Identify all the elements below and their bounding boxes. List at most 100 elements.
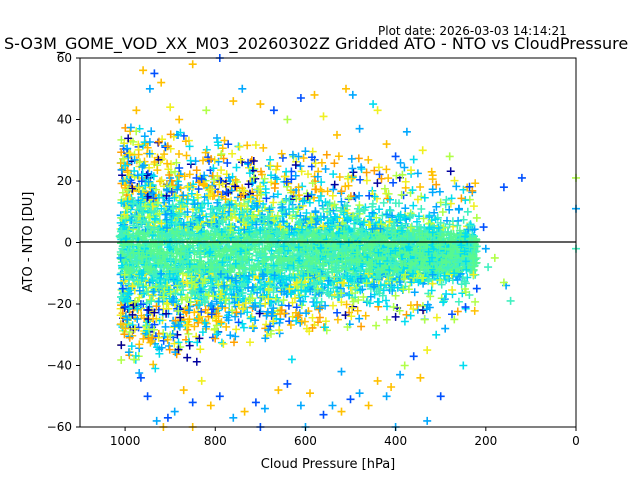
cloud-point	[288, 236, 297, 244]
cloud-point	[432, 180, 441, 189]
cloud-point	[192, 357, 201, 366]
cloud-point	[157, 176, 166, 185]
cloud-point	[271, 179, 280, 188]
cloud-point	[296, 162, 305, 171]
cloud-point	[266, 161, 275, 170]
cloud-point	[307, 190, 316, 199]
cloud-point	[192, 166, 201, 175]
chart-title: S-O3M_GOME_VOD_XX_M03_20260302Z Gridded …	[4, 34, 628, 54]
cloud-point	[267, 178, 276, 187]
cloud-point	[248, 322, 257, 331]
cloud-point	[216, 319, 225, 328]
cloud-point	[286, 321, 295, 329]
cloud-point	[459, 215, 468, 224]
cloud-point	[243, 141, 252, 150]
cloud-point	[135, 340, 144, 349]
cloud-point	[396, 158, 405, 167]
cloud-point	[413, 300, 422, 309]
cloud-point	[353, 306, 362, 315]
cloud-point	[377, 174, 386, 183]
cloud-point	[362, 168, 371, 177]
cloud-point	[470, 306, 479, 315]
cloud-point	[219, 339, 228, 348]
cloud-point	[272, 175, 281, 184]
cloud-point	[438, 208, 447, 216]
cloud-point	[267, 246, 276, 255]
cloud-point	[226, 331, 235, 340]
cloud-point	[308, 313, 317, 322]
cloud-point	[384, 174, 393, 183]
cloud-point	[223, 159, 232, 167]
cloud-point	[301, 288, 309, 296]
cloud-point	[431, 215, 440, 224]
cloud-point	[321, 165, 330, 173]
cloud-point	[272, 284, 281, 292]
cloud-point	[186, 156, 195, 165]
cloud-point	[117, 356, 126, 364]
cloud-point	[349, 297, 358, 306]
cloud-point	[360, 217, 369, 226]
cloud-point	[317, 178, 326, 187]
cloud-point	[292, 303, 301, 312]
cloud-point	[267, 171, 275, 180]
plot-date: Plot date: 2026-03-03 14:14:21	[378, 24, 567, 38]
cloud-point	[469, 202, 478, 211]
cloud-point	[210, 156, 219, 165]
cloud-point	[239, 323, 248, 332]
cloud-point	[214, 157, 223, 166]
cloud-point	[292, 211, 301, 219]
cloud-point	[317, 297, 326, 306]
cloud-point	[389, 178, 398, 187]
cloud-point	[127, 342, 136, 351]
cloud-point	[117, 341, 126, 350]
cloud-point	[185, 341, 194, 350]
cloud-point	[209, 164, 218, 173]
cloud-point	[211, 334, 220, 343]
cloud-point	[238, 319, 247, 328]
point-cloud	[116, 123, 481, 377]
cloud-point	[248, 179, 257, 188]
cloud-point	[347, 154, 356, 163]
cloud-point	[228, 149, 237, 158]
cloud-point	[435, 187, 444, 196]
cloud-point	[184, 329, 193, 338]
cloud-point	[257, 167, 265, 176]
cloud-point	[220, 136, 229, 145]
cloud-point	[201, 305, 210, 314]
cloud-point	[282, 167, 291, 176]
cloud-point	[258, 292, 267, 301]
cloud-point	[349, 168, 358, 177]
cloud-point	[334, 152, 343, 161]
cloud-point	[415, 212, 423, 221]
cloud-point	[217, 338, 226, 347]
cloud-point	[246, 338, 254, 347]
cloud-point	[408, 186, 417, 195]
cloud-point	[400, 317, 409, 326]
cloud-point	[382, 165, 391, 174]
cloud-point	[323, 187, 332, 196]
cloud-point	[183, 353, 192, 362]
cloud-point	[446, 167, 455, 176]
cloud-point	[190, 322, 199, 331]
cloud-point	[461, 285, 469, 293]
cloud-point	[416, 183, 425, 191]
cloud-point	[133, 315, 142, 323]
cloud-point	[454, 297, 463, 306]
cloud-point	[379, 198, 388, 207]
cloud-point	[175, 200, 184, 209]
cloud-point	[134, 323, 143, 332]
cloud-point	[450, 176, 459, 185]
cloud-point	[330, 180, 339, 189]
cloud-point	[329, 301, 337, 310]
cloud-point	[134, 150, 143, 159]
cloud-point	[356, 175, 365, 184]
cloud-point	[171, 191, 180, 200]
cloud-point	[116, 320, 125, 329]
cloud-point	[195, 334, 204, 343]
cloud-point	[446, 199, 455, 208]
cloud-point	[402, 310, 411, 319]
cloud-point	[160, 150, 169, 159]
cloud-point	[152, 302, 161, 311]
cloud-point	[234, 318, 243, 327]
cloud-point	[312, 298, 321, 307]
